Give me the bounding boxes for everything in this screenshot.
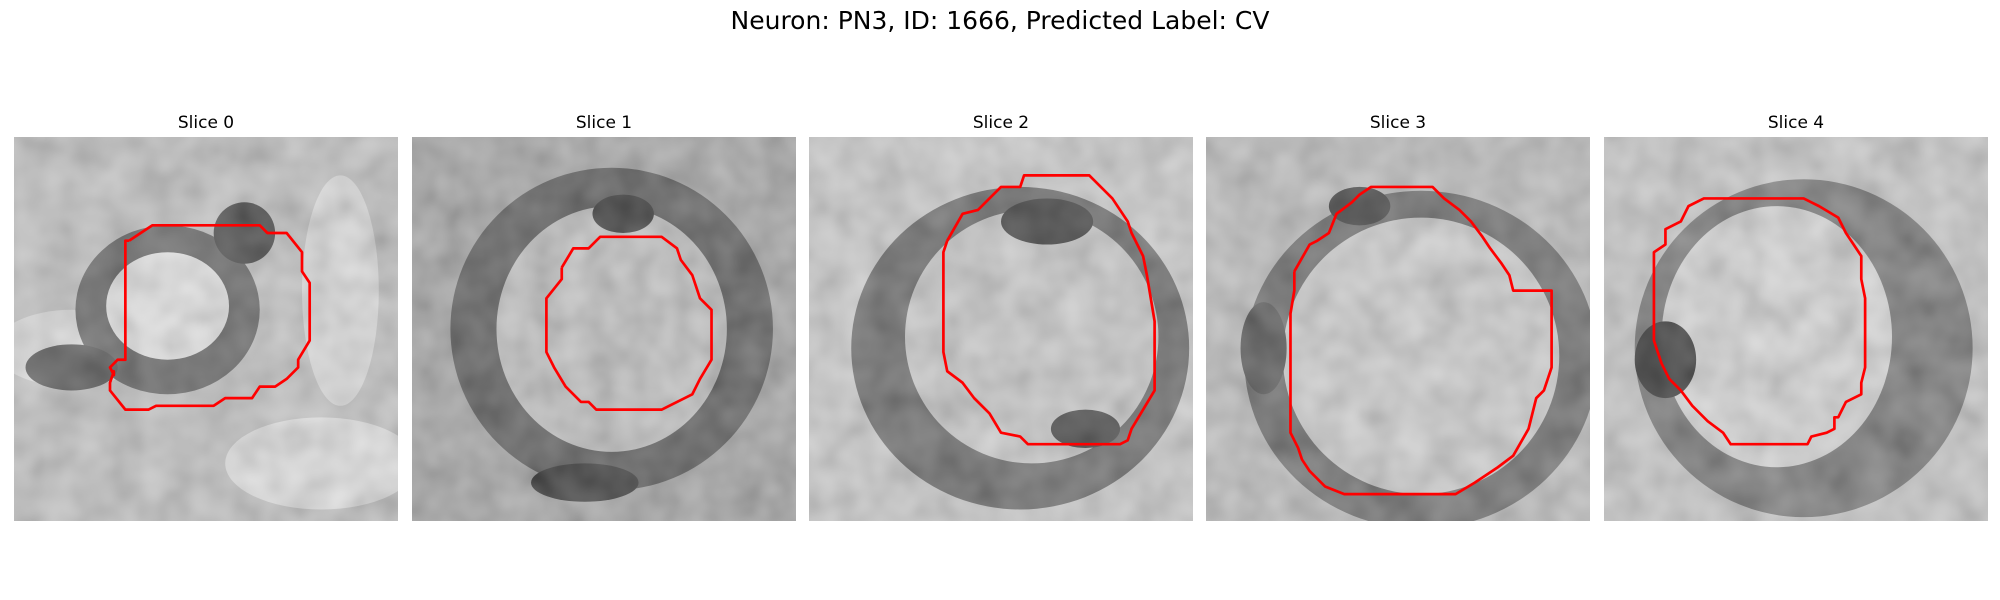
slice-panel-1: Slice 1: [412, 113, 796, 521]
slice-image-0: [14, 137, 398, 521]
slice-image-4: [1604, 137, 1988, 521]
contour-outline-3: [1289, 185, 1553, 496]
contour-outline-0: [108, 223, 312, 411]
slice-title-3: Slice 3: [1369, 113, 1427, 133]
slice-panel-0: Slice 0: [14, 113, 398, 521]
slice-image-3: [1206, 137, 1590, 521]
slice-panel-2: Slice 2: [809, 113, 1193, 521]
slice-title-0: Slice 0: [177, 113, 235, 133]
figure-title: Neuron: PN3, ID: 1666, Predicted Label: …: [730, 6, 1270, 35]
slice-panel-4: Slice 4: [1604, 113, 1988, 521]
slice-image-2: [809, 137, 1193, 521]
slice-panel-3: Slice 3: [1206, 113, 1590, 521]
slice-title-2: Slice 2: [972, 113, 1030, 133]
slice-image-1: [412, 137, 796, 521]
slice-title-4: Slice 4: [1767, 113, 1825, 133]
contour-outline-1: [545, 235, 713, 411]
slice-title-1: Slice 1: [575, 113, 633, 133]
contour-outline-2: [942, 174, 1156, 446]
